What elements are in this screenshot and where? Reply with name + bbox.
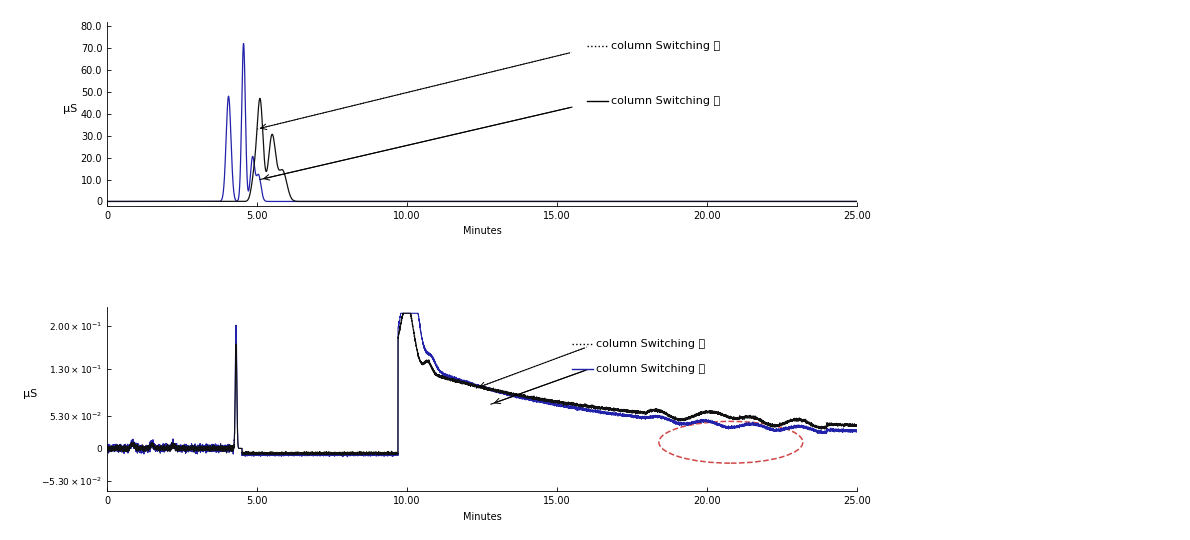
Y-axis label: µS: µS (23, 389, 37, 399)
Text: column Switching 후: column Switching 후 (596, 363, 704, 374)
Y-axis label: µS: µS (63, 104, 76, 114)
X-axis label: Minutes: Minutes (463, 226, 501, 237)
X-axis label: Minutes: Minutes (463, 512, 501, 522)
Text: column Switching 후: column Switching 후 (610, 96, 720, 105)
Text: column Switching 전: column Switching 전 (596, 339, 704, 349)
Text: column Switching 전: column Switching 전 (610, 40, 720, 51)
